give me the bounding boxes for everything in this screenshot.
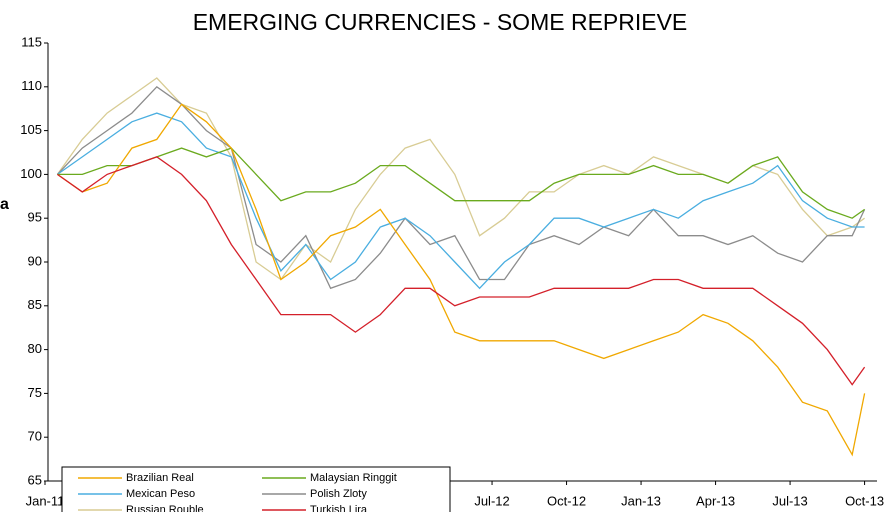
x-tick-label: Jan-11: [26, 493, 65, 508]
series-line: [56, 85, 866, 290]
y-tick-label: 65: [28, 472, 42, 487]
x-tick-label: Apr-13: [696, 493, 735, 508]
legend-box: [61, 466, 451, 512]
y-tick-label: 95: [28, 210, 42, 225]
x-tick-label: Oct-13: [845, 493, 884, 508]
legend-label: Turkish Lira: [310, 504, 368, 512]
x-tick-label: Jul-13: [772, 493, 807, 508]
legend-label: Polish Zloty: [310, 488, 367, 500]
x-tick-label: Jul-12: [474, 493, 509, 508]
y-tick-label: 70: [28, 429, 42, 444]
series-line: [57, 156, 866, 386]
y-tick-label: 105: [20, 122, 42, 137]
legend: Brazilian Real Malaysian Ringgit Mexican P…: [61, 466, 451, 512]
series-line: [57, 112, 865, 290]
series-line: [57, 103, 866, 457]
chart-title: EMERGING CURRENCIES - SOME REPRIEVE: [193, 9, 688, 35]
x-tick-label: Jan-13: [621, 493, 661, 508]
y-tick-label: 115: [21, 34, 42, 49]
y-tick-label: 80: [28, 341, 42, 356]
x-tick-label: Oct-12: [547, 493, 586, 508]
side-label: a: [0, 196, 9, 213]
legend-label: Brazilian Real: [126, 472, 194, 484]
y-tick-label: 75: [28, 385, 42, 400]
legend-label: Russian Rouble: [126, 504, 204, 512]
y-tick-label: 85: [28, 297, 42, 312]
y-tick-label: 110: [21, 78, 42, 93]
legend-label: Malaysian Ringgit: [310, 472, 397, 484]
y-tick-label: 90: [28, 253, 42, 268]
legend-label: Mexican Peso: [126, 488, 195, 500]
series-line: [57, 147, 865, 219]
y-tick-label: 100: [20, 166, 42, 181]
